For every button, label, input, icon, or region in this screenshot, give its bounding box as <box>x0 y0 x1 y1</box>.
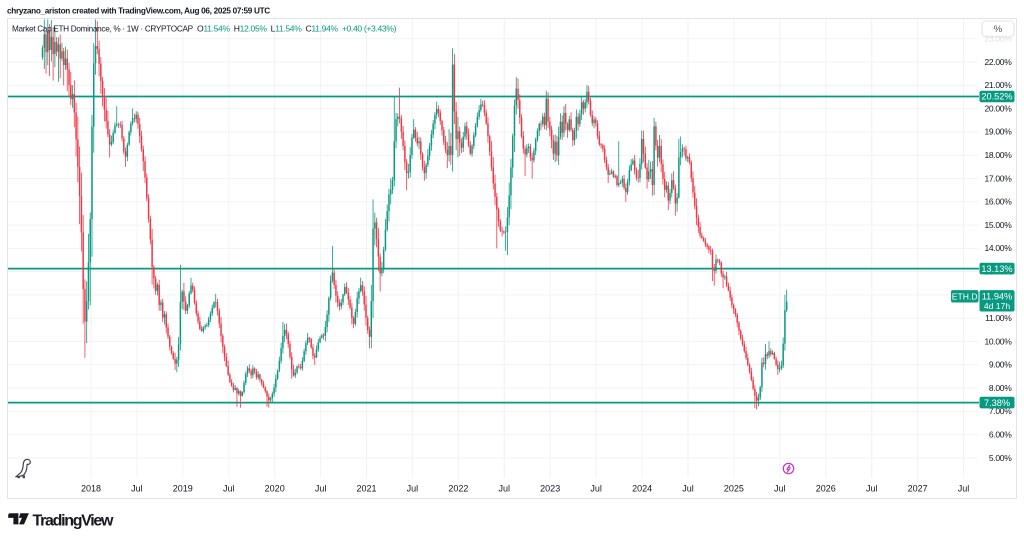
svg-text:11.94%: 11.94% <box>982 292 1012 302</box>
svg-text:13.13%: 13.13% <box>981 264 1012 274</box>
svg-text:Jul: Jul <box>315 484 327 494</box>
svg-text:Jul: Jul <box>774 484 786 494</box>
svg-text:Jul: Jul <box>866 484 878 494</box>
svg-text:Jul: Jul <box>958 484 970 494</box>
svg-text:Market Cap ETH Dominance, % ·: Market Cap ETH Dominance, % · 1W · CRYPT… <box>12 25 194 34</box>
svg-text:2022: 2022 <box>448 484 468 494</box>
svg-text:23.00%: 23.00% <box>984 34 1012 44</box>
svg-text:2023: 2023 <box>540 484 560 494</box>
svg-text:20.52%: 20.52% <box>981 92 1012 102</box>
svg-text:7.00%: 7.00% <box>989 406 1012 416</box>
svg-text:14.00%: 14.00% <box>984 243 1012 253</box>
svg-text:2027: 2027 <box>908 484 928 494</box>
svg-text:Jul: Jul <box>682 484 694 494</box>
svg-text:ETH.D: ETH.D <box>952 291 978 301</box>
svg-text:2026: 2026 <box>816 484 836 494</box>
svg-text:2018: 2018 <box>81 484 101 494</box>
svg-text:Jul: Jul <box>131 484 143 494</box>
svg-text:4d 17h: 4d 17h <box>984 301 1011 311</box>
svg-text:2019: 2019 <box>173 484 193 494</box>
svg-text:22.00%: 22.00% <box>984 57 1012 67</box>
svg-text:21.00%: 21.00% <box>984 80 1012 90</box>
svg-text:TradingView: TradingView <box>33 512 115 529</box>
svg-text:11.00%: 11.00% <box>985 313 1012 323</box>
svg-text:2025: 2025 <box>724 484 744 494</box>
svg-text:20.00%: 20.00% <box>984 103 1012 113</box>
svg-text:Jul: Jul <box>223 484 235 494</box>
svg-text:2020: 2020 <box>265 484 285 494</box>
svg-text:Jul: Jul <box>499 484 511 494</box>
svg-text:%: % <box>994 24 1003 35</box>
svg-text:16.00%: 16.00% <box>984 197 1012 207</box>
svg-text:5.00%: 5.00% <box>989 453 1012 463</box>
svg-text:8.00%: 8.00% <box>989 383 1012 393</box>
svg-text:15.00%: 15.00% <box>984 220 1012 230</box>
svg-text:Jul: Jul <box>590 484 602 494</box>
svg-text:2021: 2021 <box>356 484 376 494</box>
svg-text:10.00%: 10.00% <box>984 336 1012 346</box>
svg-text:Jul: Jul <box>407 484 419 494</box>
svg-text:7.38%: 7.38% <box>984 398 1010 408</box>
svg-text:9.00%: 9.00% <box>989 360 1012 370</box>
svg-text:6.00%: 6.00% <box>989 430 1012 440</box>
svg-text:2024: 2024 <box>632 484 652 494</box>
svg-text:17.00%: 17.00% <box>984 173 1012 183</box>
svg-text:19.00%: 19.00% <box>984 127 1012 137</box>
svg-text:O11.54%H12.05%L11.54%C11.94%+0: O11.54% H12.05% L11.54% C11.94% +0.40 (+3.43… <box>197 24 397 34</box>
svg-text:18.00%: 18.00% <box>984 150 1012 160</box>
svg-text:chryzano_ariston created with: chryzano_ariston created with TradingVie… <box>7 7 270 16</box>
